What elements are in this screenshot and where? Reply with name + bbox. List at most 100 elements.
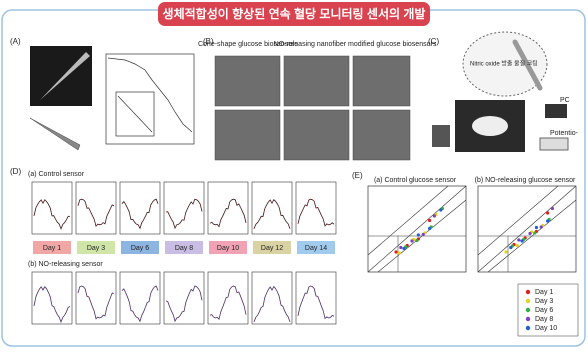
subpanel-title: (b) NO-releasing glucose sensor <box>475 177 576 184</box>
day-label: Day 3 <box>87 245 105 252</box>
day-box <box>297 241 335 254</box>
point <box>397 251 401 255</box>
laptop <box>545 104 567 118</box>
day-label: Day 6 <box>131 245 149 252</box>
legend-marker <box>525 316 531 322</box>
potentiostat <box>539 137 569 151</box>
day-label: Day 14 <box>305 245 327 252</box>
panel-label: (C) <box>428 37 439 46</box>
point <box>428 226 432 231</box>
day-label: Day 1 <box>43 245 61 252</box>
point <box>439 208 443 212</box>
diagonal <box>367 185 467 273</box>
panel-label: (A) <box>10 37 21 46</box>
point <box>539 225 543 229</box>
callout-text: Nitric oxide 방출 물질 코팅 <box>470 60 538 68</box>
zone-line <box>477 185 559 256</box>
trace-plot <box>207 181 249 235</box>
trace-fit <box>209 285 247 320</box>
day-box <box>77 241 115 254</box>
title-banner <box>158 2 430 26</box>
sem-photo <box>283 109 350 161</box>
point <box>509 245 513 250</box>
legend-label: Day 8 <box>535 316 553 323</box>
pump <box>432 125 450 147</box>
point <box>515 243 519 248</box>
point <box>504 250 508 254</box>
trace-plot <box>163 271 205 325</box>
point <box>546 219 550 223</box>
trace-plot <box>31 271 73 325</box>
point <box>432 214 436 218</box>
sensor <box>512 39 543 91</box>
mouse <box>472 116 508 136</box>
legend-marker <box>525 289 531 295</box>
subpanel-title: (a) Control sensor <box>28 171 85 178</box>
legend-label: Day 1 <box>535 289 553 296</box>
trace-plot <box>207 271 249 325</box>
title: 생체적합성이 향상된 연속 혈당 모니터링 센서의 개발 <box>163 6 426 21</box>
inset <box>115 91 155 137</box>
trace-plot <box>251 181 293 235</box>
panel-label: (D) <box>10 167 21 176</box>
zone-line <box>367 185 449 256</box>
trace-fit <box>33 199 71 230</box>
heading: Cone-shape glucose biosensors <box>198 41 299 48</box>
trace-fit <box>33 286 71 323</box>
trace-plot <box>163 181 205 235</box>
callout <box>462 31 548 97</box>
point <box>517 238 521 242</box>
inset-line <box>117 95 153 133</box>
point <box>428 218 432 223</box>
point <box>528 231 532 236</box>
day-box <box>121 241 159 254</box>
trace-plot <box>295 181 337 235</box>
day-box <box>165 241 203 254</box>
panel-label: (B) <box>203 37 214 46</box>
day-box <box>253 241 291 254</box>
legend-marker <box>525 307 531 313</box>
trace-plot <box>295 271 337 325</box>
trace-fit <box>209 198 247 228</box>
sem-photo <box>352 109 411 161</box>
trace-plot <box>251 271 293 325</box>
diagonal <box>477 185 577 273</box>
legend-label: Day 6 <box>535 307 553 314</box>
point <box>534 225 539 230</box>
sem-photo <box>283 55 350 107</box>
legend-marker <box>525 325 531 331</box>
point <box>533 231 537 235</box>
needle <box>29 117 81 151</box>
subpanel-title: (a) Control glucose sensor <box>374 177 457 184</box>
day-label: Day 12 <box>261 245 283 252</box>
trace-plot <box>119 271 161 325</box>
trace-plot <box>119 181 161 235</box>
point <box>415 238 419 243</box>
legend-label: Day 10 <box>535 325 557 332</box>
trace <box>297 198 335 227</box>
trace-fit <box>77 198 115 227</box>
trace-fit <box>121 285 159 322</box>
day-box <box>209 241 247 254</box>
point <box>399 245 403 250</box>
trace-fit <box>253 199 291 229</box>
point <box>546 211 550 215</box>
day-label: Day 8 <box>175 245 193 252</box>
point <box>520 239 524 243</box>
day-box <box>33 241 71 254</box>
sem-photo <box>214 109 281 161</box>
point <box>394 250 398 254</box>
trace-plot <box>31 181 73 235</box>
legend-label: Day 3 <box>535 298 553 305</box>
point <box>421 232 425 237</box>
trace <box>77 285 115 320</box>
trace-plot <box>75 271 117 325</box>
point <box>402 246 406 251</box>
legend-marker <box>525 298 531 304</box>
subpanel-title: (b) NO-releasing sensor <box>28 261 103 268</box>
point <box>410 239 414 243</box>
panel-label: (E) <box>352 171 363 180</box>
cone <box>40 52 90 100</box>
day-label: Day 10 <box>217 245 239 252</box>
trace-plot <box>75 181 117 235</box>
